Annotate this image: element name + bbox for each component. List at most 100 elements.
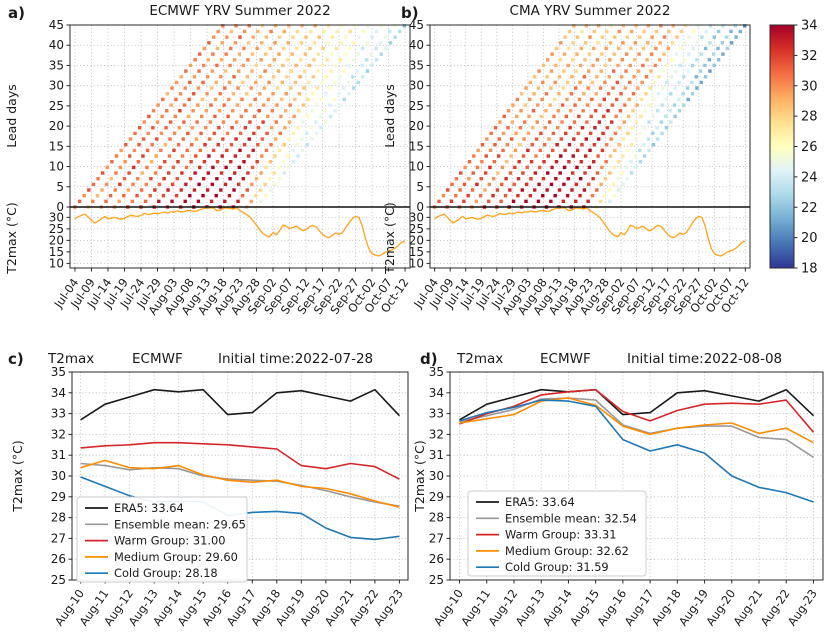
panel-c-plot-area: 2526272829303132333435Aug-10Aug-11Aug-12…	[51, 365, 409, 629]
axis-ticks: 0510152025303540453025201510Jul-04Jul-09…	[409, 18, 752, 318]
colorbar: 34 32 30 28 26 24 22 20 18	[769, 19, 818, 277]
panel-d-plot-area: 2526272829303132333435Aug-10Aug-11Aug-12…	[429, 365, 824, 629]
svg-text:31: 31	[429, 448, 444, 462]
svg-text:27: 27	[429, 531, 444, 545]
legend-label-cold: Cold Group: 28.18	[114, 566, 218, 580]
legend-label-era5: ERA5: 33.64	[505, 495, 575, 509]
series-warm	[80, 441, 400, 480]
series-era5	[80, 388, 400, 421]
forecast-init-Aug-01	[519, 24, 663, 209]
grid	[430, 25, 750, 268]
svg-text:30: 30	[51, 469, 66, 483]
svg-text:32: 32	[429, 427, 444, 441]
svg-text:34: 34	[51, 386, 66, 400]
panel-b-forecast-heatmap: b) CMA YRV Summer 2022 Lead days T2max (…	[382, 3, 752, 318]
svg-text:40: 40	[49, 38, 64, 52]
svg-text:28: 28	[51, 511, 66, 525]
svg-text:25: 25	[409, 99, 424, 113]
forecast-init-Jul-04	[432, 24, 576, 209]
series-era5	[459, 388, 815, 421]
svg-text:34: 34	[801, 19, 818, 34]
forecast-init-Jul-08	[445, 24, 588, 209]
panel-b-ylabel: Lead days	[382, 84, 397, 148]
forecast-init-Jul-08	[86, 24, 238, 209]
axis-ticks: 0510152025303540453025201510Jul-04Jul-09…	[49, 18, 412, 318]
svg-text:20: 20	[49, 233, 64, 247]
panel-a-ylabel: Lead days	[4, 84, 19, 148]
svg-text:30: 30	[49, 79, 64, 93]
svg-text:33: 33	[51, 407, 66, 421]
svg-text:33: 33	[429, 407, 444, 421]
svg-text:27: 27	[51, 531, 66, 545]
svg-text:29: 29	[429, 490, 444, 504]
forecast-init-Aug-25	[594, 24, 738, 209]
colorbar-ticks: 34 32 30 28 26 24 22 20 18	[794, 19, 818, 277]
panel-a-plot-area: 0510152025303540453025201510Jul-04Jul-09…	[49, 18, 412, 318]
panel-d-title-var: T2max	[456, 351, 503, 367]
svg-text:0: 0	[416, 200, 424, 214]
svg-text:40: 40	[409, 38, 424, 52]
forecast-diagonals	[73, 24, 407, 209]
panel-c-line-chart: c) T2max ECMWF Initial time:2022-07-28 T…	[8, 350, 409, 629]
forecast-init-Aug-17	[218, 24, 370, 209]
panel-b-plot-area: 0510152025303540453025201510Jul-04Jul-09…	[409, 18, 752, 318]
svg-text:25: 25	[49, 222, 64, 236]
series-ensemble	[459, 397, 814, 458]
panel-b-label: b)	[401, 4, 419, 22]
svg-text:10: 10	[49, 256, 64, 270]
colorbar-gradient	[769, 24, 795, 269]
forecast-init-Aug-13	[205, 24, 357, 209]
legend-label-warm: Warm Group: 33.31	[505, 528, 616, 542]
svg-text:15: 15	[49, 245, 64, 259]
svg-text:20: 20	[801, 231, 818, 246]
svg-text:35: 35	[51, 365, 66, 379]
forecast-init-Aug-01	[165, 24, 317, 209]
forecast-init-Aug-25	[244, 24, 397, 209]
forecast-init-Jul-16	[112, 24, 265, 209]
svg-text:0: 0	[56, 200, 64, 214]
panel-b-title: CMA YRV Summer 2022	[510, 3, 671, 19]
grid	[70, 25, 410, 268]
svg-text:22: 22	[801, 201, 818, 216]
forecast-init-Aug-13	[557, 24, 700, 209]
forecast-init-Jul-28	[152, 24, 304, 209]
panel-c-ylabel: T2max (°C)	[10, 440, 25, 513]
panel-d-line-chart: d) T2max ECMWF Initial time:2022-08-08 T…	[412, 350, 824, 629]
panel-a-forecast-heatmap: a) ECMWF YRV Summer 2022 Lead days T2max…	[4, 3, 412, 318]
svg-text:35: 35	[409, 58, 424, 72]
legend: ERA5: 33.64 Ensemble mean: 29.65 Warm Grou…	[76, 496, 248, 583]
svg-text:29: 29	[51, 490, 66, 504]
svg-text:15: 15	[409, 245, 424, 259]
legend-label-medium: Medium Group: 32.62	[505, 544, 629, 558]
svg-text:32: 32	[801, 49, 818, 64]
svg-text:20: 20	[409, 119, 424, 133]
svg-text:28: 28	[801, 110, 818, 125]
svg-text:30: 30	[409, 210, 424, 224]
panel-d-title-inittime: Initial time:2022-08-08	[627, 351, 782, 367]
svg-text:25: 25	[49, 99, 64, 113]
forecast-init-Aug-09	[192, 24, 344, 209]
svg-text:20: 20	[409, 233, 424, 247]
svg-text:10: 10	[409, 256, 424, 270]
forecast-diagonals	[432, 24, 747, 209]
legend-label-cold: Cold Group: 31.59	[505, 560, 609, 574]
svg-text:26: 26	[801, 140, 818, 155]
svg-text:35: 35	[49, 58, 64, 72]
svg-text:45: 45	[409, 18, 424, 32]
svg-text:45: 45	[49, 18, 64, 32]
svg-text:25: 25	[51, 573, 66, 587]
series-cold	[459, 399, 814, 503]
panel-c-title-var: T2max	[47, 351, 94, 367]
svg-text:35: 35	[429, 365, 444, 379]
panel-c-title-inittime: Initial time:2022-07-28	[218, 351, 373, 367]
forecast-init-Aug-05	[178, 24, 331, 209]
observed-t2max-line	[74, 207, 406, 257]
svg-text:20: 20	[49, 119, 64, 133]
panel-d-ylabel: T2max (°C)	[412, 440, 427, 513]
svg-text:26: 26	[429, 552, 444, 566]
panel-a-obs-ylabel: T2max (°C)	[4, 202, 19, 275]
svg-text:34: 34	[429, 386, 444, 400]
svg-text:10: 10	[409, 160, 424, 174]
svg-text:30: 30	[801, 79, 818, 94]
